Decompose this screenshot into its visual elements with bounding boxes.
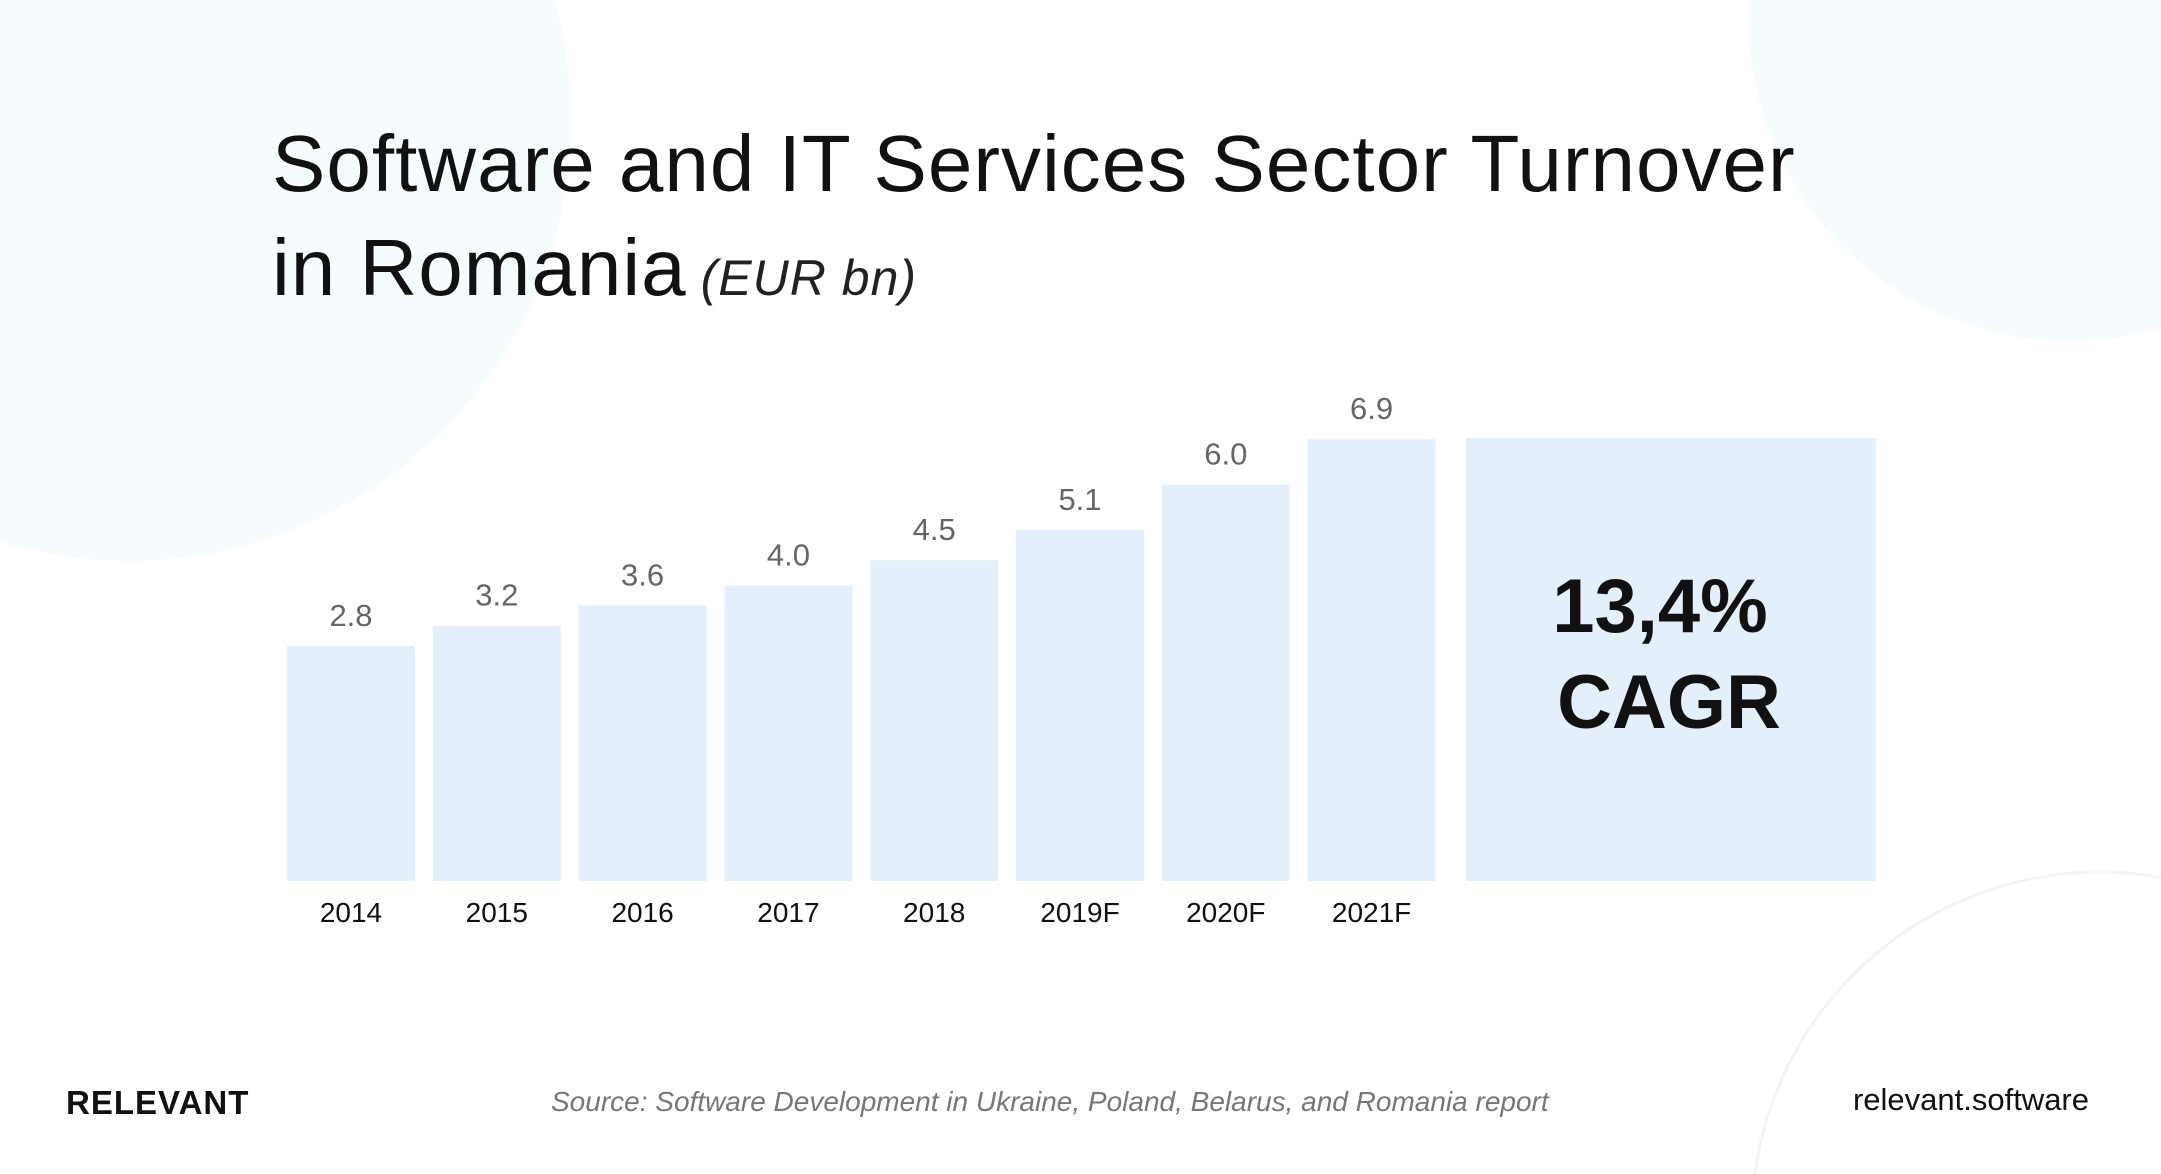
value-label: 6.9 <box>1350 391 1393 426</box>
title-unit: (EUR bn) <box>700 250 918 306</box>
category-label: 2019F <box>1040 897 1119 928</box>
category-label: 2014 <box>320 897 382 928</box>
bar-2017 <box>724 585 853 881</box>
category-label: 2015 <box>466 897 528 928</box>
website-link[interactable]: relevant.software <box>1852 1082 2089 1117</box>
bar-2014 <box>287 645 415 881</box>
value-label: 4.5 <box>913 512 956 547</box>
relevant-logo: RELEVANT <box>66 1084 250 1121</box>
value-label: 3.2 <box>475 578 518 613</box>
chart-title: Software and IT Services Sector Turnover… <box>272 112 1796 330</box>
cagr-label: CAGR <box>1557 660 1781 745</box>
value-label: 4.0 <box>767 537 810 572</box>
value-label: 5.1 <box>1058 482 1101 517</box>
title-line-2: in Romania <box>272 223 687 312</box>
bar-2018 <box>870 560 999 881</box>
value-label: 6.0 <box>1204 437 1247 472</box>
bar-2015 <box>432 625 561 881</box>
bar-2021F <box>1307 439 1436 881</box>
cagr-value: 13,4% <box>1552 564 1768 649</box>
category-label: 2020F <box>1186 897 1265 928</box>
source-note: Source: Software Development in Ukraine,… <box>551 1086 1549 1117</box>
cagr-box <box>1466 438 1876 881</box>
title-line-1: Software and IT Services Sector Turnover <box>272 119 1796 208</box>
bar-2020F <box>1161 484 1290 881</box>
bar-2016 <box>578 605 707 881</box>
category-label: 2018 <box>903 897 965 928</box>
category-label: 2017 <box>757 897 819 928</box>
value-label: 3.6 <box>621 558 664 593</box>
value-label: 2.8 <box>329 598 372 633</box>
bar-2019F <box>1016 529 1144 881</box>
category-label: 2016 <box>611 897 673 928</box>
category-label: 2021F <box>1332 897 1411 928</box>
